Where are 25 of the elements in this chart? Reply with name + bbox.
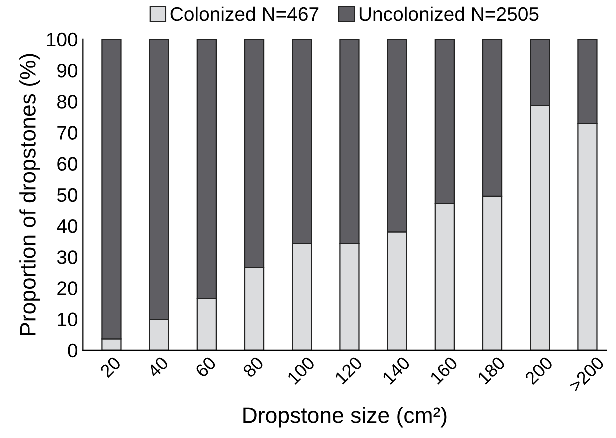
- x-tick-label: 20: [100, 356, 122, 378]
- y-tick-label: 90: [58, 64, 78, 78]
- x-tick-label: 180: [477, 356, 506, 385]
- x-tick-label: 160: [430, 356, 458, 385]
- legend-label: Uncolonized N=2505: [360, 6, 539, 22]
- x-tick-label: 100: [286, 356, 316, 385]
- x-tick-label: 140: [382, 356, 411, 385]
- y-tick-label: 60: [58, 157, 78, 172]
- y-tick-label: 0: [68, 344, 78, 358]
- x-tick-label: 40: [146, 356, 170, 379]
- x-tick-label: 120: [334, 356, 364, 385]
- y-tick-label: 70: [58, 126, 78, 140]
- y-tick-label: 10: [58, 312, 78, 327]
- y-tick-label: 40: [57, 219, 78, 234]
- y-tick-label: 100: [47, 32, 78, 47]
- y-tick-label: 80: [58, 95, 78, 109]
- x-tick-label: 200: [524, 356, 554, 386]
- y-tick-label: 30: [57, 250, 78, 264]
- legend-label: Colonized N=467: [170, 6, 319, 22]
- x-tick-label: 60: [194, 356, 217, 378]
- y-tick-label: 50: [57, 188, 78, 202]
- y-tick-label: 20: [58, 282, 78, 296]
- x-tick-label: 80: [242, 356, 265, 378]
- x-axis-title: Dropstone size (cm²): [244, 407, 447, 428]
- y-axis-title: Proportion of dropstones (%): [20, 54, 40, 336]
